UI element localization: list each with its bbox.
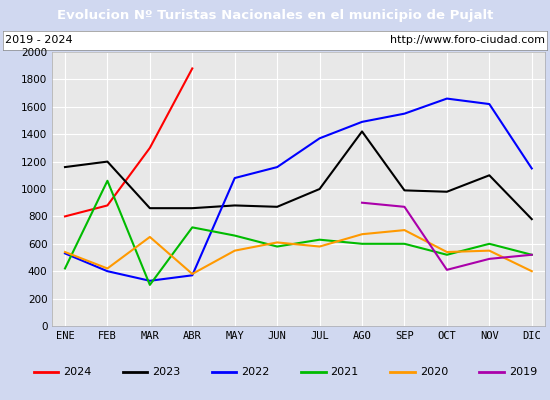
Text: 2023: 2023 [152, 367, 180, 377]
Text: 2019 - 2024: 2019 - 2024 [6, 35, 73, 45]
Text: 2019: 2019 [509, 367, 537, 377]
Text: http://www.foro-ciudad.com: http://www.foro-ciudad.com [389, 35, 544, 45]
Text: 2022: 2022 [241, 367, 270, 377]
Text: 2020: 2020 [420, 367, 448, 377]
Text: Evolucion Nº Turistas Nacionales en el municipio de Pujalt: Evolucion Nº Turistas Nacionales en el m… [57, 8, 493, 22]
Text: 2024: 2024 [63, 367, 92, 377]
Text: 2021: 2021 [331, 367, 359, 377]
